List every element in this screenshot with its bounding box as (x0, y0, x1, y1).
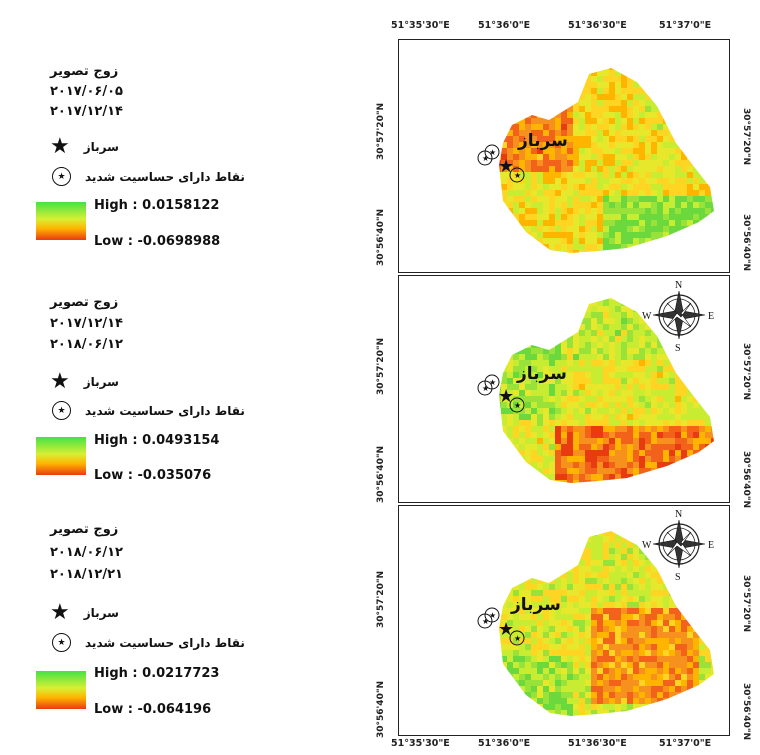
legend-star-row: ★ سرباز (50, 136, 119, 158)
compass-label-s: S (675, 343, 681, 354)
location-star-marker: ★ (498, 619, 514, 640)
lat-label-left-upper: 30°57'20"N (376, 102, 386, 160)
lon-label-top-4: 51°37'0"E (659, 20, 712, 31)
lat-label-left-upper: 30°57'20"N (376, 337, 386, 395)
circled-star-icon: ★ (52, 633, 71, 652)
lon-label-bottom-4: 51°37'0"E (659, 738, 712, 749)
legend-circle-row: ★ نقاط دارای حساسیت شدید (52, 167, 245, 186)
circle-legend-label: نقاط دارای حساسیت شدید (85, 169, 245, 184)
lat-label-left-lower: 30°56'40"N (376, 680, 386, 738)
circled-star-icon: ★ (52, 167, 71, 186)
star-icon: ★ (489, 611, 496, 620)
location-star-marker: ★ (498, 156, 514, 177)
high-value-label: High : 0.0158122 (94, 198, 220, 213)
sensitive-point-marker (509, 630, 525, 646)
compass-label-w: W (642, 540, 652, 551)
star-icon: ★ (482, 617, 489, 626)
compass-label-w: W (642, 311, 652, 322)
raster-cells (499, 531, 714, 716)
date-end: ۲۰۱۸/۰۶/۱۲ (50, 337, 123, 352)
pair-title: زوج تصویر (50, 64, 119, 79)
lon-label-top-2: 51°36'0"E (478, 20, 531, 31)
pair-title: زوج تصویر (50, 295, 119, 310)
date-end: ۲۰۱۷/۱۲/۱۴ (50, 104, 123, 119)
star-legend-label: سرباز (83, 375, 119, 389)
compass-rose-icon: N S E W (642, 509, 714, 583)
map-frame-3: ★ ★ ★ ★ N S E W سرباز (398, 505, 730, 736)
lon-label-top-3: 51°36'30"E (568, 20, 627, 31)
lon-label-bottom-3: 51°36'30"E (568, 738, 627, 749)
lon-label-bottom-2: 51°36'0"E (478, 738, 531, 749)
star-icon: ★ (514, 401, 521, 410)
compass-label-e: E (708, 311, 714, 322)
high-value-label: High : 0.0493154 (94, 433, 220, 448)
place-label: سرباز (518, 131, 568, 151)
lat-label-right-lower: 30°56'40"N (741, 683, 751, 741)
compass-rose-icon: N S E W (642, 280, 714, 354)
lat-label-left-lower: 30°56'40"N (376, 208, 386, 266)
legend-circle-row: ★ نقاط دارای حساسیت شدید (52, 401, 245, 420)
lat-label-right-lower: 30°56'40"N (741, 451, 751, 509)
date-start: ۲۰۱۸/۰۶/۱۲ (50, 545, 123, 560)
compass-label-s: S (675, 572, 681, 583)
lat-label-right-upper: 30°57'20"N (741, 343, 751, 401)
location-star-marker: ★ (498, 386, 514, 407)
legend-star-row: ★ سرباز (50, 602, 119, 624)
raster-cells (499, 68, 714, 253)
star-icon: ★ (489, 378, 496, 387)
low-value-label: Low : -0.035076 (94, 468, 212, 483)
legend-star-row: ★ سرباز (50, 371, 119, 393)
compass-label-e: E (708, 540, 714, 551)
lat-label-right-upper: 30°57'20"N (741, 108, 751, 166)
high-value-label: High : 0.0217723 (94, 666, 220, 681)
star-legend-label: سرباز (83, 606, 119, 620)
star-icon: ★ (482, 154, 489, 163)
date-end: ۲۰۱۸/۱۲/۲۱ (50, 567, 123, 582)
sensitive-point-marker (509, 397, 525, 413)
place-label: سرباز (511, 595, 561, 615)
star-icon: ★ (514, 171, 521, 180)
raster-cells (499, 298, 714, 483)
color-ramp (36, 202, 86, 240)
color-ramp (36, 671, 86, 709)
sensitive-point-marker (484, 607, 500, 623)
raster-map-1: ★★★★ (477, 68, 714, 253)
sensitive-point-marker (509, 167, 525, 183)
pair-title: زوج تصویر (50, 522, 119, 537)
map-frame-1: ★ ★ ★ ★ سرباز (398, 39, 730, 273)
circle-legend-label: نقاط دارای حساسیت شدید (85, 635, 245, 650)
map-frame-2: ★ ★ ★ ★ N S E W سرباز (398, 275, 730, 503)
lat-label-left-lower: 30°56'40"N (376, 445, 386, 503)
star-legend-label: سرباز (83, 140, 119, 154)
place-label: سرباز (517, 364, 567, 384)
date-start: ۲۰۱۷/۰۶/۰۵ (50, 84, 123, 99)
star-icon: ★ (50, 600, 70, 625)
lat-label-right-lower: 30°56'40"N (741, 214, 751, 272)
legend-circle-row: ★ نقاط دارای حساسیت شدید (52, 633, 245, 652)
circled-star-icon: ★ (52, 401, 71, 420)
circle-legend-label: نقاط دارای حساسیت شدید (85, 403, 245, 418)
sensitive-point-marker (484, 374, 500, 390)
star-icon: ★ (489, 148, 496, 157)
compass-label-n: N (675, 280, 682, 291)
sensitive-point-marker (484, 144, 500, 160)
lon-label-top-1: 51°35'30"E (391, 20, 450, 31)
star-icon: ★ (514, 634, 521, 643)
color-ramp (36, 437, 86, 475)
lat-label-right-upper: 30°57'20"N (741, 575, 751, 633)
star-icon: ★ (50, 369, 70, 394)
star-icon: ★ (50, 134, 70, 159)
low-value-label: Low : -0.0698988 (94, 234, 221, 249)
date-start: ۲۰۱۷/۱۲/۱۴ (50, 316, 123, 331)
compass-label-n: N (675, 509, 682, 520)
lon-label-bottom-1: 51°35'30"E (391, 738, 450, 749)
low-value-label: Low : -0.064196 (94, 702, 212, 717)
star-icon: ★ (482, 384, 489, 393)
lat-label-left-upper: 30°57'20"N (376, 570, 386, 628)
